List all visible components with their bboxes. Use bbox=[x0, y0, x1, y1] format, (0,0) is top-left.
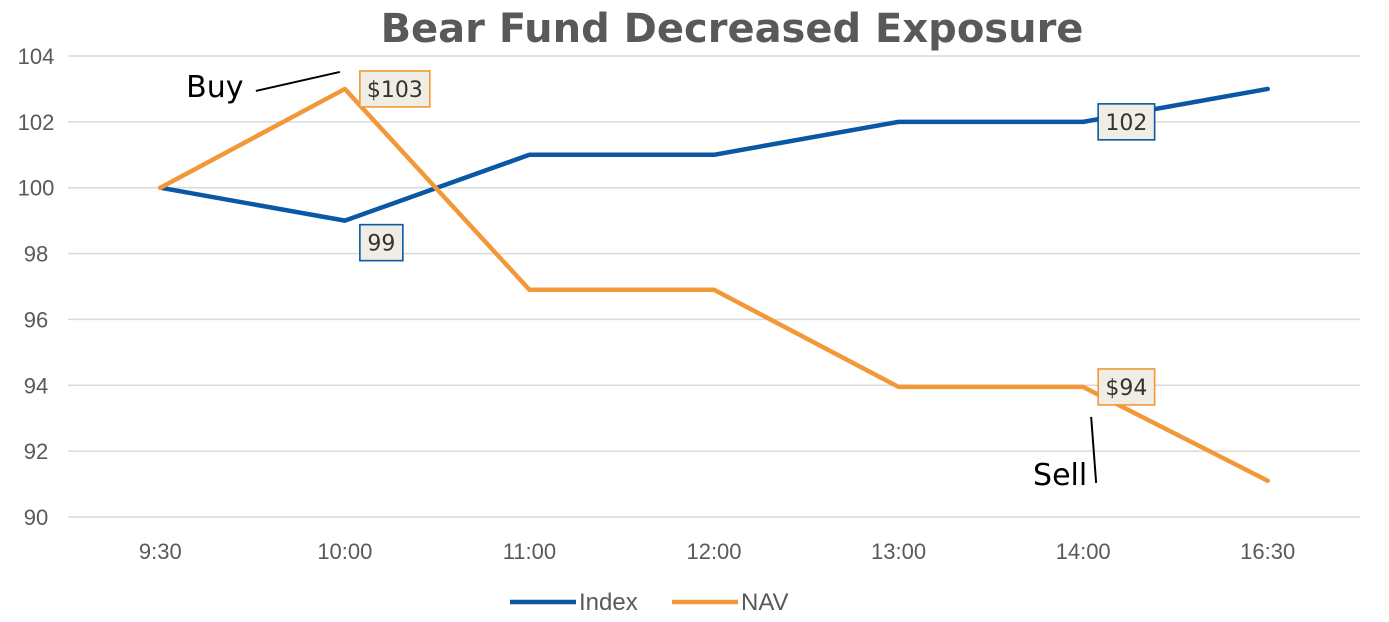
legend-label: Index bbox=[579, 589, 638, 616]
data-label-text: 102 bbox=[1105, 111, 1147, 136]
y-tick-label-104: 104 bbox=[18, 44, 55, 69]
data-label-text: $103 bbox=[367, 78, 423, 103]
y-tick-label-96: 96 bbox=[24, 307, 48, 332]
x-tick-label-3: 12:00 bbox=[686, 539, 741, 564]
data-label-nav-5: $94 bbox=[1097, 368, 1156, 406]
y-axis-ticks: 90 92 94 96 98 100 102 104 bbox=[18, 44, 55, 530]
data-label-box bbox=[359, 70, 431, 108]
x-tick-label-4: 13:00 bbox=[871, 539, 926, 564]
y-tick-label-94: 94 bbox=[24, 373, 48, 398]
data-label-text: $94 bbox=[1105, 376, 1147, 401]
x-tick-label-2: 11:00 bbox=[503, 539, 556, 564]
legend-item-index: Index bbox=[510, 589, 638, 616]
data-label-text: 99 bbox=[367, 232, 395, 257]
y-tick-label-100: 100 bbox=[18, 176, 55, 201]
legend: Index NAV bbox=[510, 589, 789, 616]
x-tick-label-1: 10:00 bbox=[317, 539, 372, 564]
annotation-text: Sell bbox=[1033, 458, 1087, 493]
legend-item-nav: NAV bbox=[672, 589, 789, 616]
series-line-nav bbox=[158, 86, 1270, 484]
series-line-index bbox=[158, 86, 1270, 223]
legend-label: NAV bbox=[741, 589, 789, 616]
annotation-buy: Buy bbox=[186, 70, 341, 105]
x-tick-label-0: 9:30 bbox=[139, 539, 182, 564]
data-label-index-5: 102 bbox=[1097, 103, 1156, 141]
series-lines bbox=[158, 86, 1270, 484]
data-label-index-1: 99 bbox=[359, 223, 404, 262]
data-label-box bbox=[1097, 368, 1156, 406]
y-tick-label-102: 102 bbox=[18, 110, 55, 135]
annotation-sell: Sell bbox=[1033, 416, 1098, 493]
data-label-box bbox=[359, 223, 404, 262]
chart-title: Bear Fund Decreased Exposure bbox=[381, 6, 1084, 52]
gridlines bbox=[68, 55, 1360, 518]
annotation-leader-line bbox=[1090, 416, 1098, 484]
y-tick-label-90: 90 bbox=[24, 505, 48, 530]
annotation-text: Buy bbox=[186, 70, 243, 105]
y-tick-label-92: 92 bbox=[24, 439, 48, 464]
annotations: Buy Sell bbox=[186, 70, 1098, 493]
data-label-box bbox=[1097, 103, 1156, 141]
x-tick-label-6: 16:30 bbox=[1240, 539, 1295, 564]
data-labels: 99 102 $103 $94 bbox=[359, 70, 1156, 406]
y-tick-label-98: 98 bbox=[24, 242, 48, 267]
data-label-nav-1: $103 bbox=[359, 70, 431, 108]
x-axis-ticks: 9:30 10:00 11:00 12:00 13:00 14:00 16:30 bbox=[139, 539, 1295, 564]
annotation-leader-line bbox=[255, 70, 341, 92]
x-tick-label-5: 14:00 bbox=[1056, 539, 1111, 564]
